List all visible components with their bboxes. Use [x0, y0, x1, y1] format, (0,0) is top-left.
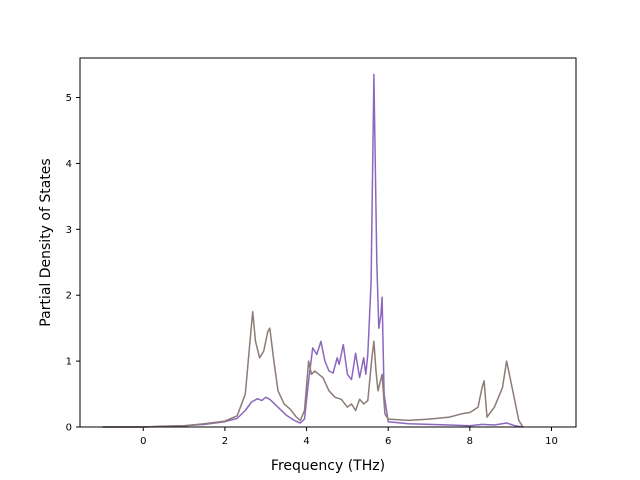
y-tick-label: 3: [66, 225, 72, 236]
y-axis-label: Partial Density of States: [38, 158, 54, 326]
y-tick-label: 5: [66, 93, 72, 104]
x-axis-label: Frequency (THz): [271, 458, 385, 474]
y-tick-label: 2: [66, 291, 72, 302]
x-tick-label: 2: [222, 436, 228, 447]
y-tick-label: 0: [66, 423, 72, 434]
y-tick-label: 4: [66, 159, 72, 170]
x-tick-label: 8: [467, 436, 473, 447]
x-tick-label: 4: [303, 436, 309, 447]
x-tick-label: 0: [140, 436, 146, 447]
plot-frame: [79, 57, 577, 428]
series-layer: [102, 73, 524, 428]
x-tick-label: 10: [545, 436, 558, 447]
x-tick-label: 6: [385, 436, 391, 447]
series-line-1: [102, 73, 524, 428]
series-line-2: [102, 310, 524, 428]
tick-layer: 0 2 4 6 8 10 0 1 2 3 4 5: [66, 93, 558, 447]
y-tick-label: 1: [66, 357, 72, 368]
